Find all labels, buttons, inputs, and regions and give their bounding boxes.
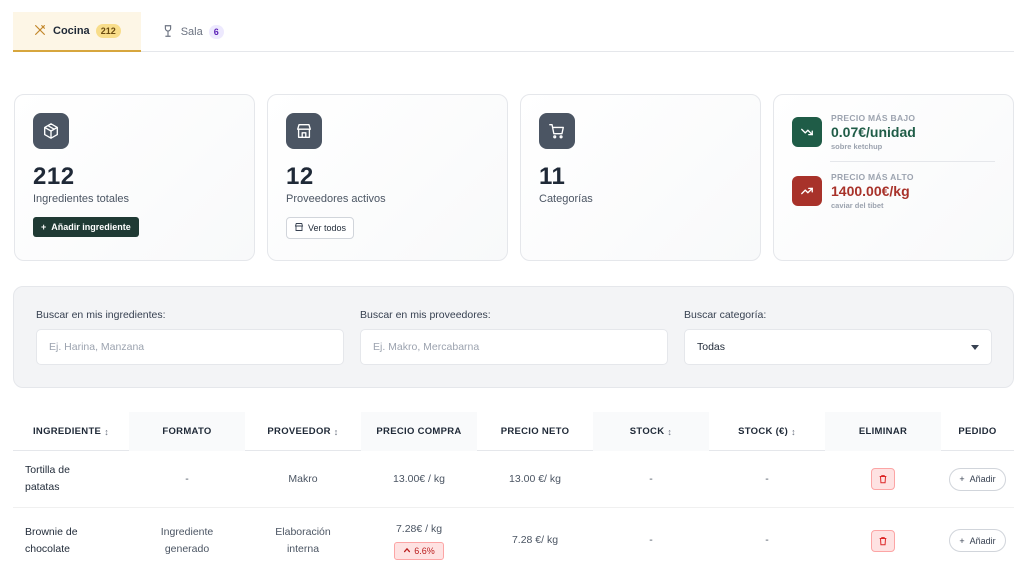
sort-icon: ↕	[104, 426, 110, 437]
row-order-cell: + Añadir	[941, 508, 1014, 571]
sort-icon: ↕	[667, 426, 673, 437]
store-icon	[286, 113, 322, 149]
sort-icon: ↕	[333, 426, 339, 437]
trend-up-icon	[792, 176, 822, 206]
lowest-price-title: PRECIO MÁS BAJO	[831, 113, 916, 123]
row-stock-value: -	[765, 472, 769, 485]
tab-sala-count: 6	[208, 25, 224, 39]
highest-price-value: 1400.00€/kg	[831, 183, 910, 199]
row-net-price: 7.28 €/ kg	[511, 534, 559, 547]
row-stock: -	[649, 472, 653, 485]
category-select[interactable]: Todas	[684, 329, 992, 365]
add-ingredient-label: Añadir ingrediente	[51, 222, 131, 232]
price-change-badge: 6.6%	[394, 541, 444, 561]
categories-total: 11	[539, 163, 566, 190]
delete-button[interactable]	[871, 468, 895, 490]
price-change-value: 6.6%	[414, 545, 435, 556]
suppliers-total: 12	[286, 163, 314, 190]
suppliers-label: Proveedores activos	[286, 193, 386, 205]
header-purchase-price: PRECIO COMPRA	[361, 412, 477, 451]
tab-sala-label: Sala	[180, 26, 203, 38]
supplier-search-field: Buscar en mis proveedores: Ej. Makro, Me…	[360, 309, 668, 365]
header-format: FORMATO	[129, 412, 245, 451]
tab-cocina-count: 212	[95, 24, 121, 38]
view-all-label: Ver todos	[308, 223, 347, 233]
header-stock[interactable]: STOCK ↕	[593, 412, 709, 451]
package-icon	[33, 113, 69, 149]
table-row: Tortilla de patatas - Makro 13.00€ / kg …	[13, 451, 1014, 508]
lowest-price: PRECIO MÁS BAJO 0.07€/unidad sobre ketch…	[792, 113, 995, 151]
header-stock-value[interactable]: STOCK (€) ↕	[738, 426, 796, 437]
supplier-search-label: Buscar en mis proveedores:	[360, 309, 491, 321]
categories-card: 11 Categorías	[520, 94, 761, 261]
lowest-price-value: 0.07€/unidad	[831, 124, 916, 140]
tab-cocina[interactable]: Cocina 212	[13, 12, 141, 52]
row-format: Ingrediente generado	[160, 525, 214, 555]
sort-icon: ↕	[791, 426, 796, 437]
row-ingredient: Tortilla de patatas	[25, 464, 70, 493]
trash-icon	[879, 536, 887, 545]
ingredients-total: 212	[33, 163, 75, 190]
category-search-label: Buscar categoría:	[684, 309, 767, 321]
row-purchase-price: 13.00€ / kg	[393, 472, 445, 485]
tab-cocina-label: Cocina	[53, 25, 90, 37]
ingredients-label: Ingredientes totales	[33, 193, 130, 205]
row-supplier: Elaboración interna	[275, 525, 331, 555]
row-delete-cell	[825, 508, 941, 571]
header-net-price: PRECIO NETO	[500, 426, 570, 437]
chevron-up-icon	[403, 545, 411, 558]
price-summary-card: PRECIO MÁS BAJO 0.07€/unidad sobre ketch…	[773, 94, 1014, 261]
cart-icon	[539, 113, 575, 149]
header-ingredient[interactable]: INGREDIENTE ↕	[32, 426, 110, 437]
utensils-icon	[33, 23, 47, 40]
row-format: -	[185, 472, 189, 485]
trend-down-icon	[792, 117, 822, 147]
ingredient-search-input[interactable]: Ej. Harina, Manzana	[36, 329, 344, 365]
categories-label: Categorías	[539, 193, 593, 205]
add-to-order-button[interactable]: + Añadir	[949, 529, 1006, 552]
category-select-value: Todas	[697, 341, 726, 353]
add-ingredient-button[interactable]: + Añadir ingrediente	[33, 217, 139, 237]
table-header: INGREDIENTE ↕ FORMATO PROVEEDOR ↕ PRECIO C…	[13, 412, 1014, 451]
store-small-icon	[294, 222, 304, 234]
plus-icon: +	[959, 474, 965, 484]
row-purchase-cell: 7.28€ / kg 6.6%	[361, 508, 477, 571]
trash-icon	[879, 475, 887, 484]
search-panel: Buscar en mis ingredientes: Ej. Harina, …	[13, 286, 1014, 388]
row-order-cell: + Añadir	[941, 451, 1014, 507]
row-stock: -	[649, 534, 653, 547]
delete-button[interactable]	[871, 529, 895, 552]
row-purchase-price: 7.28€ / kg	[395, 522, 443, 535]
ingredients-table: INGREDIENTE ↕ FORMATO PROVEEDOR ↕ PRECIO C…	[13, 412, 1014, 571]
view-all-suppliers-button[interactable]: Ver todos	[286, 217, 355, 239]
category-search-field: Buscar categoría: Todas	[684, 309, 992, 365]
chevron-down-icon	[971, 344, 979, 350]
highest-price: PRECIO MÁS ALTO 1400.00€/kg caviar del t…	[792, 172, 995, 210]
header-supplier[interactable]: PROVEEDOR ↕	[267, 426, 339, 437]
ingredient-search-label: Buscar en mis ingredientes:	[36, 309, 166, 321]
divider	[830, 161, 995, 162]
table-row: Brownie de chocolate Ingrediente generad…	[13, 508, 1014, 571]
ingredient-search-field: Buscar en mis ingredientes: Ej. Harina, …	[36, 309, 344, 365]
suppliers-card: 12 Proveedores activos Ver todos	[267, 94, 508, 261]
tab-sala[interactable]: Sala 6	[141, 12, 244, 52]
add-to-order-button[interactable]: + Añadir	[949, 467, 1006, 491]
ingredients-card: 212 Ingredientes totales + Añadir ingred…	[14, 94, 255, 261]
highest-price-title: PRECIO MÁS ALTO	[831, 172, 914, 182]
row-ingredient: Brownie de chocolate	[25, 525, 78, 555]
supplier-search-input[interactable]: Ej. Makro, Mercabarna	[360, 329, 668, 365]
row-stock-value: -	[765, 534, 769, 547]
lowest-price-item: sobre ketchup	[831, 142, 883, 151]
header-delete: ELIMINAR	[825, 412, 941, 451]
plus-icon: +	[959, 535, 965, 546]
plus-icon: +	[41, 222, 47, 232]
row-supplier: Makro	[288, 472, 318, 485]
header-order: PEDIDO	[958, 426, 997, 437]
row-net-price: 13.00 €/ kg	[509, 472, 561, 485]
tab-bar: Cocina 212 Sala 6	[13, 12, 1014, 52]
wine-glass-icon	[161, 24, 175, 41]
row-delete-cell	[825, 451, 941, 507]
highest-price-item: caviar del tibet	[831, 201, 884, 210]
